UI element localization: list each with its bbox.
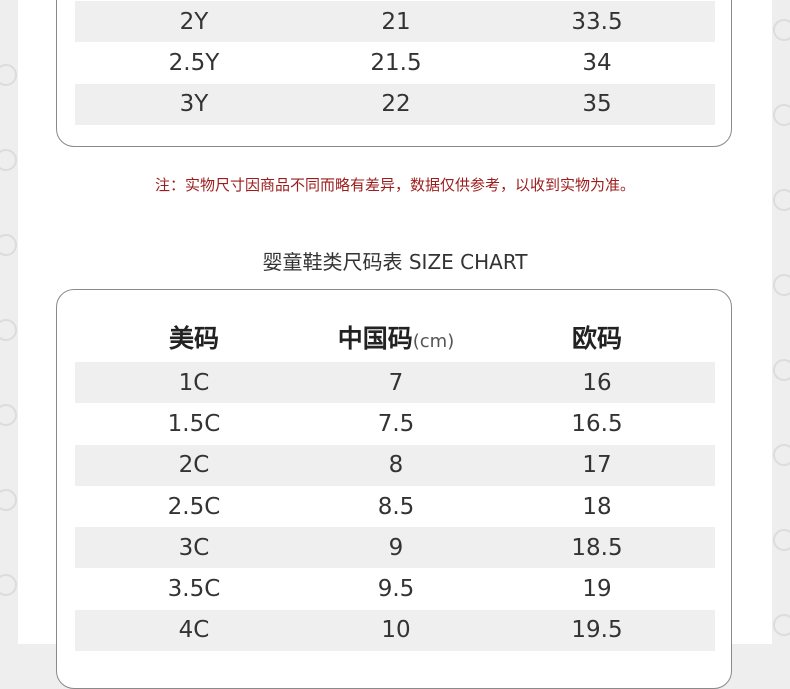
- cell-cn-size: 7.5: [377, 410, 415, 437]
- table-header-row: 美码 中国码(cm) 欧码: [75, 315, 715, 359]
- table-row: 3.5C 9.5 19: [75, 568, 715, 609]
- size-table-continued: 2Y 21 33.5 2.5Y 21.5 34 3Y 22 35: [56, 0, 732, 147]
- cell-us-size: 3.5C: [167, 576, 221, 603]
- cell-us-size: 4C: [178, 617, 210, 644]
- cell-us-size: 3Y: [179, 91, 209, 118]
- baby-shoe-size-table: 美码 中国码(cm) 欧码 1C 7 16 1.5C 7.5 16.5 2C 8 17 2.5C 8…: [56, 289, 732, 689]
- size-chart-title: 婴童鞋类尺码表 SIZE CHART: [262, 250, 528, 274]
- cell-us-size: 2.5Y: [168, 49, 220, 76]
- cell-cn-size: 8.5: [377, 493, 415, 520]
- cell-eu-size: 35: [582, 91, 612, 118]
- size-table-rows: 2Y 21 33.5 2.5Y 21.5 34 3Y 22 35: [75, 1, 715, 125]
- cell-us-size: 2C: [178, 452, 210, 479]
- table-row: 3C 9 18.5: [75, 527, 715, 569]
- table-row: 1.5C 7.5 16.5: [75, 403, 715, 444]
- cell-cn-size: 9.5: [377, 576, 415, 603]
- cell-us-size: 2Y: [179, 8, 209, 35]
- cell-eu-size: 18: [582, 493, 612, 520]
- table-row: 2.5C 8.5 18: [75, 486, 715, 527]
- header-cn-label: 中国码: [337, 324, 413, 353]
- cell-us-size: 1.5C: [167, 410, 221, 437]
- cell-us-size: 1C: [178, 369, 210, 396]
- header-us-size: 美码: [168, 324, 219, 353]
- cell-cn-size: 7: [388, 369, 404, 396]
- header-eu-size: 欧码: [571, 324, 622, 353]
- header-cn-size: 中国码(cm): [313, 319, 479, 355]
- cell-us-size: 3C: [178, 534, 210, 561]
- table-row: 4C 10 19.5: [75, 609, 715, 652]
- cell-cn-size: 21: [381, 8, 411, 35]
- cell-eu-size: 34: [582, 49, 612, 76]
- table-row: 2.5Y 21.5 34: [75, 42, 715, 83]
- cell-eu-size: 18.5: [571, 534, 623, 561]
- cell-eu-size: 17: [582, 452, 612, 479]
- cell-cn-size: 10: [381, 617, 411, 644]
- right-edge-decoration: [772, 0, 790, 644]
- cell-eu-size: 19: [582, 576, 612, 603]
- table-row: 3Y 22 35: [75, 83, 715, 125]
- cell-eu-size: 16.5: [571, 410, 623, 437]
- cell-cn-size: 8: [388, 452, 404, 479]
- cell-us-size: 2.5C: [167, 493, 221, 520]
- cell-cn-size: 9: [388, 534, 404, 561]
- size-table-rows: 1C 7 16 1.5C 7.5 16.5 2C 8 17 2.5C 8.5 18 3C 9 18.5 3.5…: [75, 362, 715, 652]
- table-row: 2Y 21 33.5: [75, 1, 715, 43]
- table-row: 1C 7 16: [75, 362, 715, 404]
- cell-eu-size: 33.5: [571, 8, 623, 35]
- left-edge-decoration: [0, 0, 18, 644]
- table-row: 2C 8 17: [75, 444, 715, 486]
- cell-cn-size: 21.5: [370, 49, 422, 76]
- cell-eu-size: 19.5: [571, 617, 623, 644]
- cell-eu-size: 16: [582, 369, 612, 396]
- header-cn-unit: (cm): [412, 331, 455, 352]
- disclaimer-note: 注：实物尺寸因商品不同而略有差异，数据仅供参考，以收到实物为准。: [154, 176, 635, 194]
- cell-cn-size: 22: [381, 91, 411, 118]
- size-chart-page: 2Y 21 33.5 2.5Y 21.5 34 3Y 22 35 注：实物尺寸因商品不同而略有差…: [18, 0, 772, 689]
